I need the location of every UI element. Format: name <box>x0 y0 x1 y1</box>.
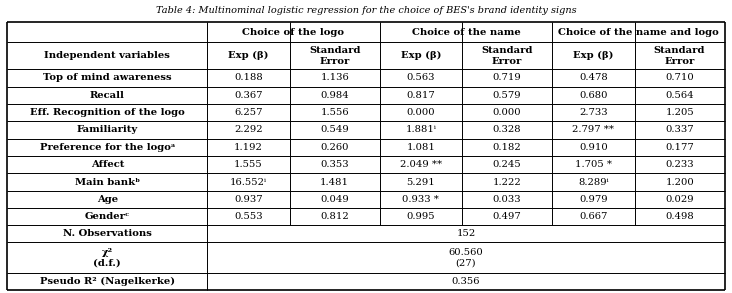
Text: 0.812: 0.812 <box>321 212 349 221</box>
Text: 0.177: 0.177 <box>665 143 694 152</box>
Text: 1.192: 1.192 <box>234 143 263 152</box>
Text: χ²
(d.f.): χ² (d.f.) <box>94 248 122 267</box>
Text: Standard
Error: Standard Error <box>654 46 706 66</box>
Text: 0.719: 0.719 <box>493 73 521 82</box>
Text: Exp (β): Exp (β) <box>400 51 441 60</box>
Text: 0.979: 0.979 <box>579 195 608 204</box>
Text: 0.260: 0.260 <box>321 143 349 152</box>
Text: Familiarity: Familiarity <box>77 125 138 134</box>
Text: 0.579: 0.579 <box>493 91 521 100</box>
Text: 1.081: 1.081 <box>406 143 436 152</box>
Text: 0.667: 0.667 <box>579 212 608 221</box>
Text: 152: 152 <box>456 229 476 238</box>
Text: 0.933 *: 0.933 * <box>403 195 439 204</box>
Text: 1.881ⁱ: 1.881ⁱ <box>406 125 436 134</box>
Text: 0.553: 0.553 <box>234 212 263 221</box>
Text: 0.367: 0.367 <box>234 91 263 100</box>
Text: 0.710: 0.710 <box>665 73 694 82</box>
Text: Age: Age <box>97 195 118 204</box>
Text: 0.549: 0.549 <box>321 125 349 134</box>
Text: Main bankᵇ: Main bankᵇ <box>75 178 140 187</box>
Text: 1.556: 1.556 <box>321 108 349 117</box>
Text: 0.337: 0.337 <box>665 125 694 134</box>
Text: Preference for the logoᵃ: Preference for the logoᵃ <box>40 143 175 152</box>
Text: 60.560
(27): 60.560 (27) <box>449 248 483 267</box>
Text: 0.188: 0.188 <box>234 73 263 82</box>
Text: Top of mind awareness: Top of mind awareness <box>43 73 171 82</box>
Text: Independent variables: Independent variables <box>45 51 171 60</box>
Text: Standard
Error: Standard Error <box>482 46 533 66</box>
Text: 0.049: 0.049 <box>321 195 349 204</box>
Text: 2.292: 2.292 <box>234 125 263 134</box>
Text: 0.497: 0.497 <box>493 212 521 221</box>
Text: 0.984: 0.984 <box>321 91 349 100</box>
Text: 1.205: 1.205 <box>665 108 694 117</box>
Text: 8.289ⁱ: 8.289ⁱ <box>578 178 609 187</box>
Text: Recall: Recall <box>90 91 124 100</box>
Text: Exp (β): Exp (β) <box>228 51 269 60</box>
Text: Table 4: Multinominal logistic regression for the choice of BES's brand identity: Table 4: Multinominal logistic regressio… <box>156 6 576 16</box>
Text: 0.995: 0.995 <box>406 212 436 221</box>
Text: 0.353: 0.353 <box>321 160 349 169</box>
Text: Genderᶜ: Genderᶜ <box>85 212 130 221</box>
Text: 0.563: 0.563 <box>407 73 435 82</box>
Text: 0.498: 0.498 <box>665 212 694 221</box>
Text: 1.200: 1.200 <box>665 178 694 187</box>
Text: 0.910: 0.910 <box>579 143 608 152</box>
Text: Eff. Recognition of the logo: Eff. Recognition of the logo <box>30 108 184 117</box>
Text: 2.797 **: 2.797 ** <box>572 125 614 134</box>
Text: 0.245: 0.245 <box>493 160 521 169</box>
Text: 0.000: 0.000 <box>493 108 521 117</box>
Text: 2.049 **: 2.049 ** <box>400 160 442 169</box>
Text: Standard
Error: Standard Error <box>309 46 360 66</box>
Text: 1.481: 1.481 <box>320 178 349 187</box>
Text: Choice of the name: Choice of the name <box>411 28 520 37</box>
Text: N. Observations: N. Observations <box>63 229 152 238</box>
Text: 5.291: 5.291 <box>406 178 436 187</box>
Text: 0.033: 0.033 <box>493 195 521 204</box>
Text: 0.937: 0.937 <box>234 195 263 204</box>
Text: 2.733: 2.733 <box>579 108 608 117</box>
Text: 16.552ⁱ: 16.552ⁱ <box>230 178 267 187</box>
Text: 0.564: 0.564 <box>665 91 694 100</box>
Text: 0.233: 0.233 <box>665 160 694 169</box>
Text: 1.705 *: 1.705 * <box>575 160 612 169</box>
Text: 0.356: 0.356 <box>452 277 480 286</box>
Text: 0.478: 0.478 <box>579 73 608 82</box>
Text: 0.000: 0.000 <box>406 108 436 117</box>
Text: Choice of the logo: Choice of the logo <box>242 28 345 37</box>
Text: 0.817: 0.817 <box>406 91 436 100</box>
Text: Pseudo R² (Nagelkerke): Pseudo R² (Nagelkerke) <box>40 277 175 286</box>
Text: 0.680: 0.680 <box>579 91 608 100</box>
Text: 6.257: 6.257 <box>234 108 263 117</box>
Text: 0.182: 0.182 <box>493 143 521 152</box>
Text: 1.136: 1.136 <box>321 73 349 82</box>
Text: Choice of the name and logo: Choice of the name and logo <box>558 28 719 37</box>
Text: 0.029: 0.029 <box>665 195 694 204</box>
Text: Exp (β): Exp (β) <box>573 51 613 60</box>
Text: 1.222: 1.222 <box>493 178 521 187</box>
Text: Affect: Affect <box>91 160 124 169</box>
Text: 1.555: 1.555 <box>234 160 263 169</box>
Text: 0.328: 0.328 <box>493 125 521 134</box>
